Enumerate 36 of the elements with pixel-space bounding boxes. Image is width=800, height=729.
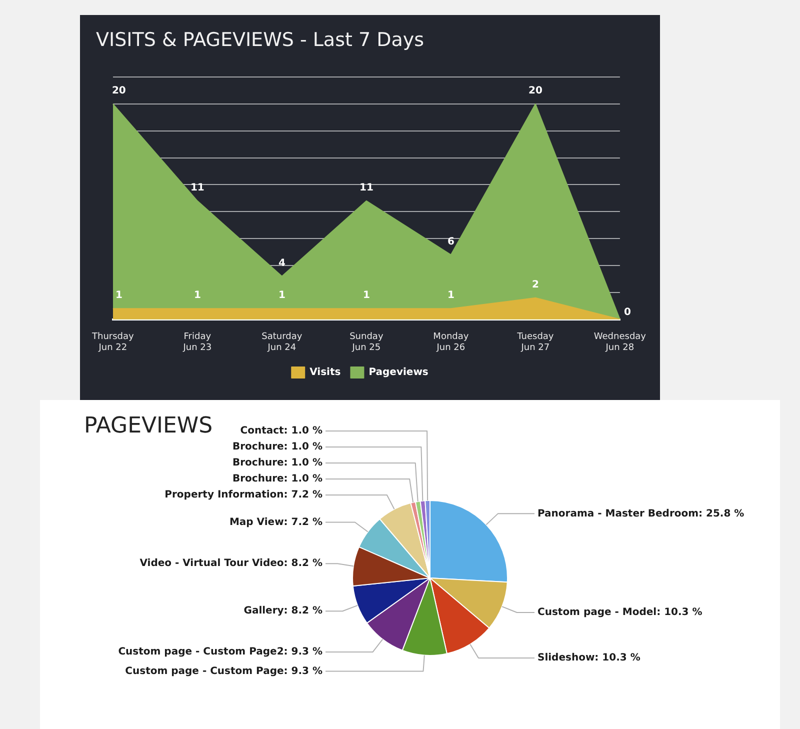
data-label: 6 — [447, 236, 454, 248]
slice-label: Property Information: 7.2 % — [164, 490, 322, 501]
slice-label: Contact: 1.0 % — [240, 426, 322, 437]
data-label: 2 — [532, 279, 539, 290]
x-tick-label: Monday Jun 26 — [433, 332, 470, 353]
data-label: 1 — [115, 290, 122, 302]
data-label: 1 — [278, 290, 286, 302]
chart-title: VISITS & PAGEVIEWS - Last 7 Days — [96, 29, 424, 51]
slice-label: Gallery: 8.2 % — [244, 606, 322, 617]
slice-label: Video - Virtual Tour Video: 8.2 % — [140, 558, 322, 570]
slice-label: Custom page - Model: 10.3 % — [538, 607, 702, 618]
legend-label: Pageviews — [368, 367, 428, 378]
data-label: 20 — [112, 86, 126, 97]
x-tick-label: Saturday Jun 24 — [262, 332, 303, 353]
slice-label: Custom page - Custom Page2: 9.3 % — [118, 646, 322, 658]
slice-label: Slideshow: 10.3 % — [538, 652, 640, 664]
x-tick-label: Friday Jun 23 — [182, 332, 212, 353]
slice-label: Brochure: 1.0 % — [232, 458, 322, 469]
x-tick-label: Tuesday Jun 27 — [516, 332, 554, 353]
data-label: 0 — [624, 306, 631, 318]
data-label: 20 — [528, 86, 542, 97]
data-label: 1 — [362, 290, 370, 302]
slice-label: Map View: 7.2 % — [229, 516, 322, 528]
data-label: 11 — [190, 182, 204, 194]
x-tick-label: Sunday Jun 25 — [350, 332, 384, 353]
data-label: 1 — [194, 290, 201, 302]
slice-label: Brochure: 1.0 % — [232, 442, 322, 453]
data-label: 1 — [447, 290, 454, 302]
slice-label: Custom page - Custom Page: 9.3 % — [125, 666, 322, 677]
slice-label: Panorama - Master Bedroom: 25.8 % — [538, 508, 744, 520]
x-tick-label: Wednesday Jun 28 — [594, 332, 647, 353]
legend-label: Visits — [310, 367, 341, 378]
slice-label: Brochure: 1.0 % — [232, 474, 322, 485]
data-label: 11 — [359, 182, 374, 194]
chart-title: PAGEVIEWS — [84, 414, 213, 439]
x-tick-label: Thursday Jun 22 — [90, 332, 135, 353]
